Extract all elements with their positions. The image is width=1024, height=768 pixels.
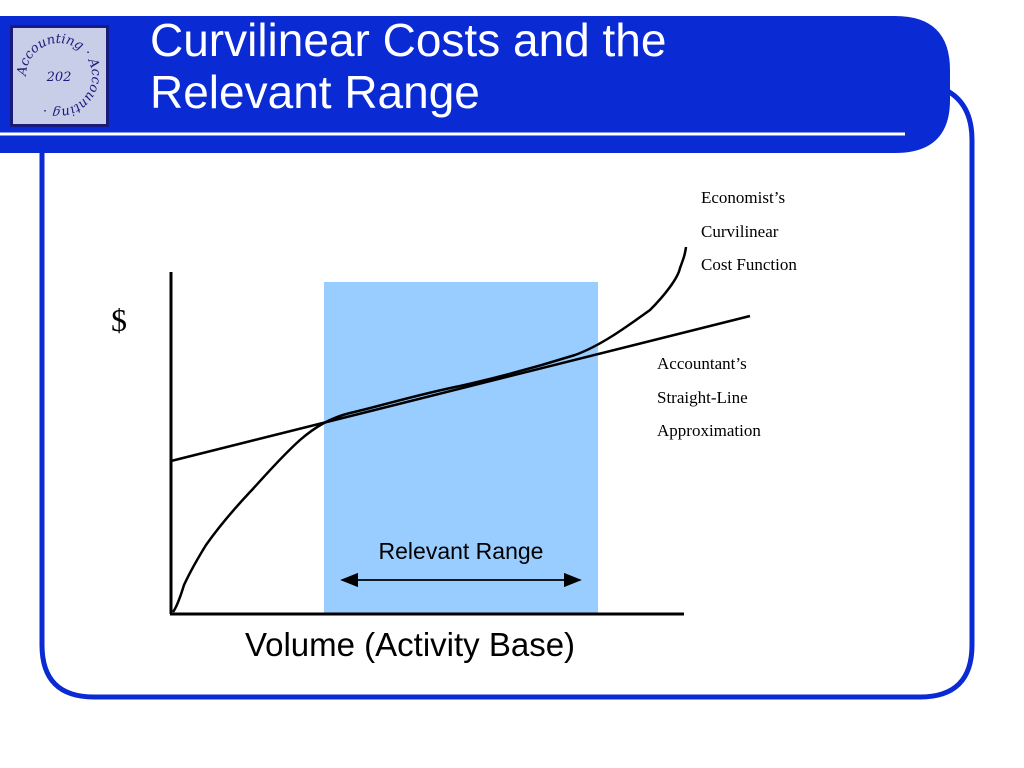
- relevant-range-region: [324, 282, 598, 614]
- slide-title: Curvilinear Costs and the Relevant Range: [150, 14, 910, 118]
- header-bar: [0, 16, 950, 153]
- title-line-1: Curvilinear Costs and the: [150, 14, 667, 66]
- accountant-label: Accountant’s Straight-Line Approximation: [657, 347, 761, 448]
- accountant-label-line-3: Approximation: [657, 421, 761, 440]
- svg-text:202: 202: [46, 70, 72, 85]
- accountant-label-line-1: Accountant’s: [657, 354, 747, 373]
- content-border: [39, 82, 975, 700]
- economist-label-line-3: Cost Function: [701, 255, 797, 274]
- course-logo: Accounting · Accounting · 202: [10, 25, 109, 127]
- title-line-2: Relevant Range: [150, 66, 480, 118]
- economist-label: Economist’s Curvilinear Cost Function: [701, 181, 797, 282]
- accountant-label-line-2: Straight-Line: [657, 387, 748, 407]
- economist-label-line-2: Curvilinear: [701, 221, 779, 241]
- straight-line-approximation: [170, 314, 751, 463]
- x-axis-label: Volume (Activity Base): [244, 626, 576, 663]
- economist-label-line-1: Economist’s: [701, 188, 786, 207]
- curvilinear-cost-function: [171, 246, 688, 613]
- y-axis-label: $: [111, 302, 127, 338]
- relevant-range-label: Relevant Range: [378, 538, 544, 564]
